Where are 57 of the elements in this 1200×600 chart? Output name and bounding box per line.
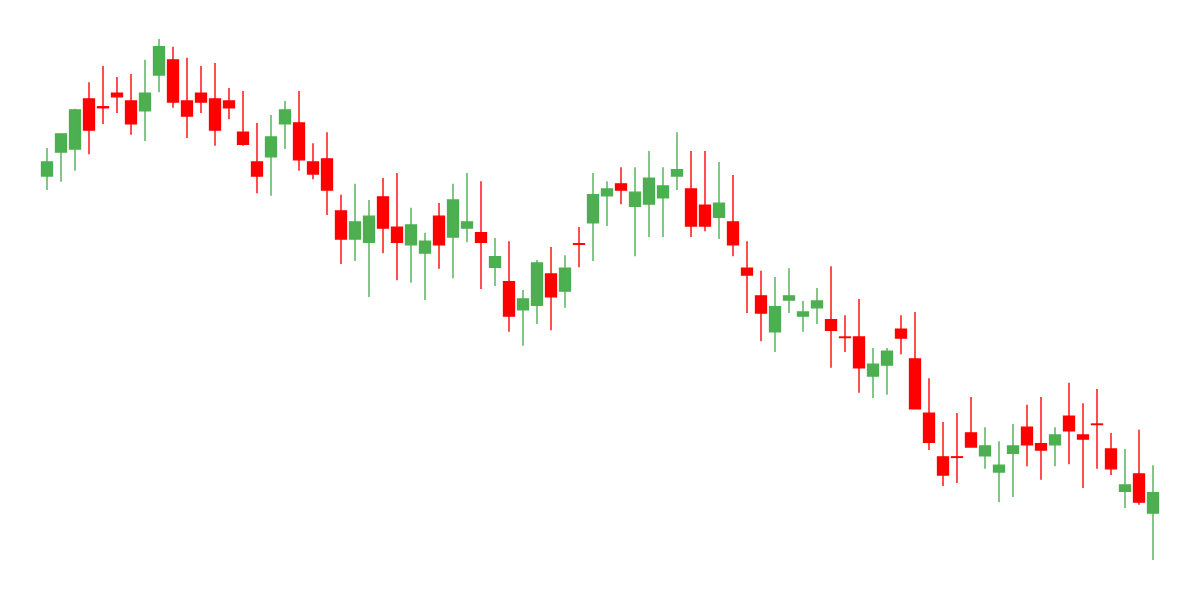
candlestick [824,265,838,369]
candlestick [278,100,292,150]
candlestick [936,421,950,487]
candlestick [754,270,768,342]
candlestick [1146,464,1160,560]
candlestick [740,240,754,314]
candlestick [180,57,194,139]
candlestick [614,166,628,205]
candlestick [698,150,712,232]
candlestick [390,172,404,281]
candlestick [782,267,796,314]
candlestick [572,226,586,268]
candlestick [866,347,880,399]
candlestick [978,426,992,470]
candlestick [236,90,250,147]
candlestick [1118,448,1132,509]
candlestick [1090,388,1104,470]
candlestick [40,147,54,191]
candlestick [1048,426,1062,467]
candlestick [656,166,670,238]
candlestick [1020,404,1034,467]
candlestick [474,180,488,290]
candlestick [670,131,684,191]
candlestick [460,172,474,243]
candlestick [712,161,726,240]
candlestick [306,142,320,180]
candlestick [600,180,614,227]
candlestick [1034,396,1048,481]
candlestick [1006,423,1020,498]
candlestick [1062,382,1076,465]
candlestick [894,314,908,355]
candlestick [516,289,530,347]
candlestick [628,166,642,257]
candlestick [488,237,502,287]
candlestick [124,73,138,136]
candlestick [992,440,1006,503]
candlestick [54,133,68,183]
candlestick [880,347,894,396]
candlestick [810,287,824,325]
candlestick [250,122,264,194]
candlestick [348,183,362,262]
candlestick [726,174,740,257]
candlestick [950,412,964,484]
candlestick [796,300,810,333]
candlestick [558,254,572,309]
candlestick [222,87,236,120]
candlestick [838,314,852,353]
candlestick [194,65,208,114]
candlestick [544,246,558,331]
candlestick [1076,402,1090,489]
candlestick [1104,432,1118,476]
candlestick [264,114,278,197]
candlestick [964,396,978,448]
candlestick [404,207,418,284]
candlestick [138,59,152,142]
candlestick [110,76,124,114]
candlestick [418,232,432,301]
